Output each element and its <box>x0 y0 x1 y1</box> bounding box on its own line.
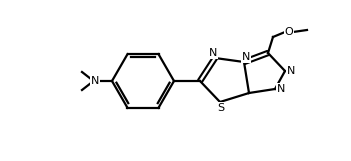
Text: N: N <box>242 52 250 62</box>
Text: N: N <box>277 84 285 94</box>
Text: N: N <box>209 48 217 58</box>
Text: O: O <box>285 27 293 37</box>
Text: N: N <box>287 66 295 76</box>
Text: N: N <box>91 76 99 86</box>
Text: S: S <box>217 103 225 113</box>
